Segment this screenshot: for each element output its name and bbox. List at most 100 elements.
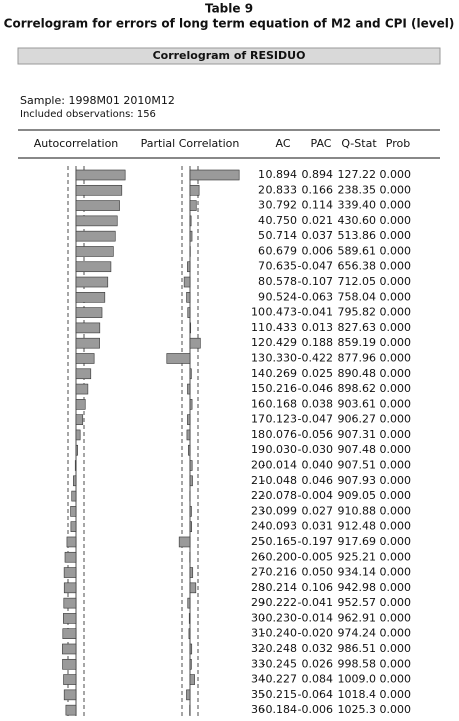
cell: -0.197 [298,535,333,548]
cell: -0.245 [262,657,297,670]
cell: 8 [258,275,265,288]
pac-bar [189,475,193,487]
cell: -0.093 [262,520,297,533]
cell: 0.433 [266,321,298,334]
pac-bar [183,276,191,288]
ac-bar [75,429,81,441]
cell: 0.000 [380,306,412,319]
column-header: AC [275,137,290,150]
cell: 917.69 [338,535,377,548]
cell: 0.037 [302,229,334,242]
cell: -0.063 [298,290,333,303]
cell: 0.216 [266,382,298,395]
cell: 0.000 [380,168,412,181]
cell: 1018.4 [338,688,377,701]
ac-bar [75,399,86,410]
ac-bar [63,613,77,624]
pac-bar [166,353,191,364]
ac-bar [62,658,77,670]
cell: 952.57 [338,596,377,609]
pac-bar [189,674,195,685]
cell: 2 [258,183,265,196]
ac-bar [64,551,77,563]
cell: -0.214 [262,581,297,594]
cell: -0.005 [298,550,333,563]
cell: 430.60 [338,214,377,227]
cell: 23 [251,504,265,517]
sample: Sample: 1998M01 2010M12 [20,94,175,107]
cell: 903.61 [338,397,377,410]
cell: 0.076 [266,428,298,441]
cell: 0.894 [266,168,298,181]
ac-bar [70,506,77,517]
ac-bar [74,460,77,471]
cell: -0.222 [262,596,297,609]
ac-bar [75,414,84,425]
ac-bar [75,200,120,211]
cell: 0.021 [302,214,334,227]
cell: -0.020 [298,627,333,640]
cell: 0.750 [266,214,298,227]
ac-bar [66,536,77,548]
cell: 0.524 [266,290,298,303]
cell: 14 [251,367,265,380]
ac-bar [71,490,77,502]
ac-bar [63,689,77,701]
cell: 28 [251,581,265,594]
cell: 0.000 [380,459,412,472]
cell: -0.041 [298,306,333,319]
cell: -0.248 [262,642,297,655]
table-subtitle: Correlogram for errors of long term equa… [4,17,455,31]
ac-bar [75,276,109,288]
cell: 986.51 [338,642,377,655]
cell: 0.013 [302,321,334,334]
cell: 907.93 [338,474,377,487]
ac-bar [75,261,112,273]
pac-bar [186,429,191,441]
cell: 0.000 [380,627,412,640]
cell: -0.230 [262,611,297,624]
cell: 0.000 [380,351,412,364]
ac-bar [75,230,116,242]
cell: 34 [251,673,265,686]
cell: 0.330 [266,351,298,364]
cell: 907.48 [338,443,377,456]
cell: 0.168 [266,397,298,410]
cell: 15 [251,382,265,395]
cell: -0.240 [262,627,297,640]
pac-bar [187,597,191,609]
cell: 909.05 [338,489,377,502]
cell: 0.000 [380,413,412,426]
ac-bar [62,628,77,640]
cell: 0.000 [380,275,412,288]
ac-bar [75,322,101,334]
cell: 0.000 [380,581,412,594]
cell: 0.000 [380,504,412,517]
cell: 877.96 [338,351,377,364]
cell: 32 [251,642,265,655]
pac-bar [189,643,193,655]
cell: 0.000 [380,260,412,273]
cell: 998.58 [338,657,377,670]
cell: 0.114 [302,199,334,212]
cell: 127.22 [338,168,377,181]
cell: 0.000 [380,229,412,242]
cell: 912.48 [338,520,377,533]
ac-bar [75,383,89,395]
cell: 0.025 [302,367,334,380]
cell: 513.86 [338,229,377,242]
ac-bar [70,521,77,532]
cell: 0.046 [302,474,334,487]
cell: 0.000 [380,657,412,670]
box-header [17,47,441,65]
cell: 13 [251,351,265,364]
ac-bar [75,184,123,196]
cell: 3 [258,199,265,212]
cell: 0.123 [266,413,298,426]
pac-bar [189,200,197,211]
cell: 934.14 [338,566,377,579]
cell: 910.88 [338,504,377,517]
cell: 0.000 [380,673,412,686]
cell: 0.000 [380,474,412,487]
cell: 0.000 [380,596,412,609]
